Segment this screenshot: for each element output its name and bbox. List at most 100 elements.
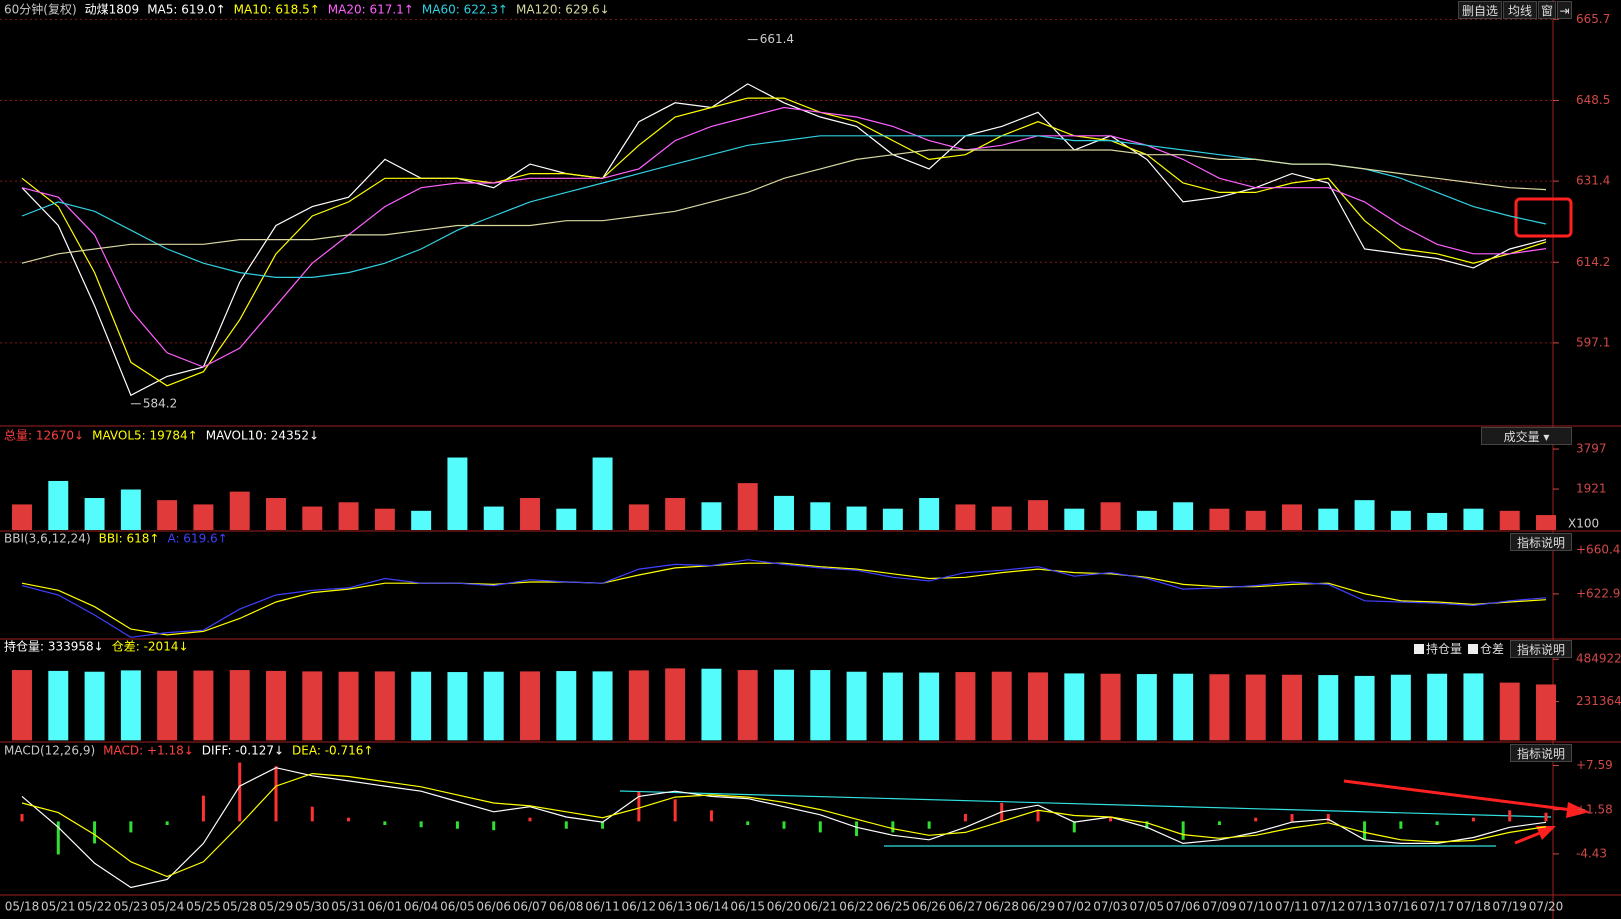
bar (1064, 673, 1085, 741)
bar (919, 498, 940, 530)
x-tick-label: 05/28 (222, 900, 257, 914)
bar (1064, 508, 1085, 530)
y-tick-label: 665.7 (1576, 12, 1610, 26)
bar (1245, 510, 1266, 530)
checkbox[interactable]: 仓差 (1468, 640, 1504, 658)
macd-bar (455, 821, 459, 829)
bar (1318, 675, 1339, 741)
arrows (1343, 779, 1590, 845)
legend-entry: MACD(12,26,9) (4, 744, 95, 758)
bar (266, 498, 286, 530)
x-tick-label: 07/03 (1093, 900, 1128, 914)
bar (229, 491, 250, 530)
toolbar-button[interactable]: 均线 (1503, 1, 1537, 19)
x-tick-label: 06/21 (803, 900, 838, 914)
legend-entry: MA60: 622.3↑ (422, 3, 508, 17)
unit-label: X100 (1568, 517, 1599, 531)
bar (1463, 673, 1484, 741)
bar (266, 670, 286, 741)
x-tick-label: 05/23 (114, 900, 149, 914)
checkbox-label: 仓差 (1480, 642, 1505, 656)
y-tick-label: 597.1 (1576, 335, 1610, 349)
x-tick-label: 07/05 (1130, 900, 1165, 914)
line-series (21, 83, 1547, 397)
macd-bar (1435, 821, 1439, 826)
macd-bar (1290, 814, 1294, 822)
x-tick-label: 05/18 (5, 900, 40, 914)
bar (1463, 508, 1484, 530)
macd-bar (673, 799, 677, 822)
volume-dropdown[interactable]: 成交量 ▾ (1481, 427, 1572, 445)
annotation: 661.4 (760, 32, 794, 46)
x-tick-label: 05/29 (259, 900, 294, 914)
x-tick-label: 06/13 (658, 900, 693, 914)
bar (157, 500, 178, 530)
toolbar-button[interactable]: ⇥ (1557, 1, 1572, 19)
help-button[interactable]: 指标说明 (1510, 640, 1572, 658)
macd-bar (855, 821, 859, 837)
x-tick-label: 07/10 (1238, 900, 1273, 914)
bar (157, 670, 178, 741)
legend-entry: DEA: -0.716↑ (292, 744, 373, 758)
y-tick-label: 3797 (1576, 442, 1607, 456)
toolbar-button[interactable]: 删自选 (1458, 1, 1502, 19)
arrowhead (1536, 826, 1556, 840)
line-series (21, 559, 1547, 638)
bar (302, 671, 323, 741)
x-tick-label: 05/31 (331, 900, 366, 914)
line-series (21, 149, 1547, 264)
macd-bar (1217, 821, 1221, 826)
y-tick-label: +622.9 (1576, 586, 1620, 600)
x-tick-label: 06/11 (585, 900, 620, 914)
macd-bar (347, 817, 351, 822)
line-series (21, 106, 1547, 368)
x-tick-label: 07/17 (1420, 900, 1455, 914)
bar (483, 671, 504, 741)
macd-bar (746, 821, 750, 826)
bar (1100, 673, 1121, 741)
bar (737, 483, 758, 530)
bar (991, 506, 1012, 530)
bar (1499, 510, 1520, 530)
macd-bar (637, 791, 641, 822)
bar (701, 502, 722, 530)
x-tick-label: 07/09 (1202, 900, 1237, 914)
legend-entry: A: 619.6↑ (167, 532, 227, 546)
x-tick-label: 07/19 (1492, 900, 1527, 914)
legend-entry: 仓差: -2014↓ (112, 640, 189, 654)
y-tick-label: 484922 (1576, 652, 1621, 666)
x-tick-label: 05/30 (295, 900, 330, 914)
x-tick-label: 06/25 (876, 900, 911, 914)
bar (1354, 500, 1375, 530)
x-tick-label: 07/20 (1529, 900, 1564, 914)
x-tick-label: 05/22 (77, 900, 112, 914)
bar (1318, 508, 1339, 530)
help-button[interactable]: 指标说明 (1510, 533, 1572, 551)
bar (556, 671, 577, 741)
x-tick-label: 06/05 (440, 900, 475, 914)
x-tick-label: 05/24 (150, 900, 185, 914)
legend-entry: MAVOL10: 24352↓ (206, 429, 319, 443)
checkbox-label: 持仓量 (1426, 642, 1463, 656)
macd-bar (20, 814, 24, 822)
x-tick-label: 07/02 (1057, 900, 1092, 914)
bar (737, 670, 758, 741)
bar (556, 508, 577, 530)
x-tick-label: 06/28 (984, 900, 1019, 914)
legend-entry: 60分钟(复权) (4, 2, 77, 17)
bar (1245, 674, 1266, 741)
bar (882, 672, 903, 741)
bar (592, 671, 613, 741)
help-button[interactable]: 指标说明 (1510, 744, 1572, 762)
macd-bar (201, 795, 205, 822)
bar (302, 506, 323, 530)
bar (520, 498, 540, 530)
bar (1028, 672, 1048, 741)
bar (520, 671, 540, 741)
checkbox[interactable]: 持仓量 (1414, 640, 1462, 658)
bar (1354, 675, 1375, 741)
toolbar-button[interactable]: 窗 (1538, 1, 1556, 19)
bar (810, 502, 831, 530)
